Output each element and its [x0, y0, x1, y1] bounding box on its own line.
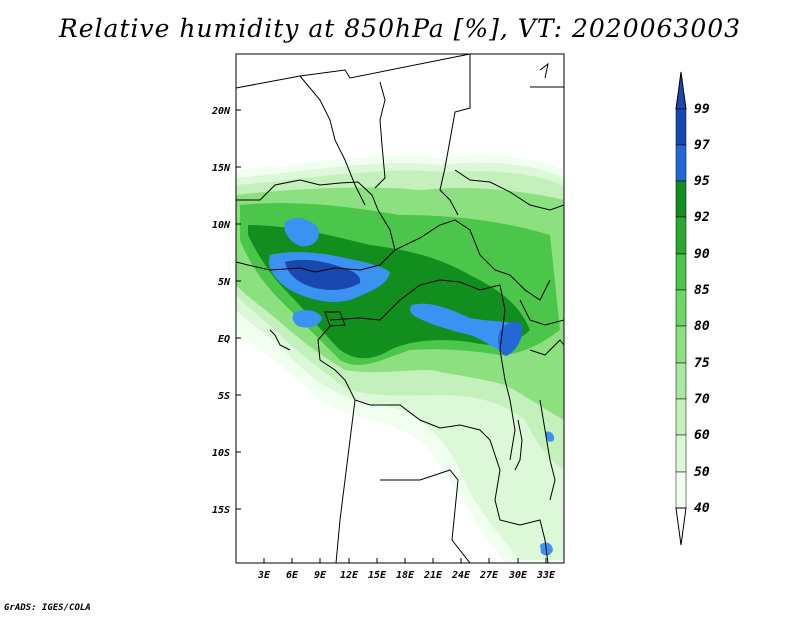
map-panel: 20N 15N 10N 5N EQ 5S 10S 15S 3E 6E 9E 12… — [211, 53, 565, 581]
colorbar-bottom-arrow — [675, 507, 687, 546]
colorbar-swatch-60 — [675, 434, 687, 473]
lat-label-5s: 5S — [218, 391, 230, 402]
colorbar-swatch-75 — [675, 362, 687, 400]
lat-label-10s: 10S — [212, 448, 230, 459]
grads-credit: GrADS: IGES/COLA — [4, 603, 91, 613]
colorbar-label-90: 90 — [694, 247, 710, 262]
latitude-axis: 20N 15N 10N 5N EQ 5S 10S 15S — [211, 106, 241, 516]
lon-label-15e: 15E — [368, 570, 387, 581]
colorbar-swatch-95 — [675, 180, 687, 218]
lon-label-9e: 9E — [314, 570, 327, 581]
colorbar-label-97: 97 — [694, 138, 710, 153]
rh-shade-95-gabon — [292, 310, 322, 328]
lon-label-6e: 6E — [286, 570, 299, 581]
colorbar: 99 97 95 92 90 85 80 75 70 60 50 40 — [675, 71, 710, 546]
colorbar-label-60: 60 — [694, 428, 710, 443]
rh-shade-95-lake-malawi — [545, 431, 555, 442]
lat-label-10n: 10N — [212, 220, 231, 231]
colorbar-label-75: 75 — [694, 356, 710, 371]
longitude-axis: 3E 6E 9E 12E 15E 18E 21E 24E 27E 30E 33E — [257, 558, 556, 581]
colorbar-swatch-99 — [675, 108, 687, 146]
colorbar-swatch-80 — [675, 325, 687, 364]
colorbar-swatch-85 — [675, 289, 687, 327]
lon-label-21e: 21E — [423, 570, 443, 581]
lon-label-30e: 30E — [508, 570, 528, 581]
colorbar-label-40: 40 — [694, 501, 710, 516]
lat-label-5n: 5N — [218, 277, 231, 288]
country-borders — [236, 54, 564, 563]
colorbar-swatch-50 — [675, 471, 687, 509]
map-frame — [235, 53, 565, 564]
colorbar-label-95: 95 — [694, 174, 710, 189]
lon-label-33e: 33E — [536, 570, 556, 581]
colorbar-swatch-90 — [675, 253, 687, 291]
lat-label-eq: EQ — [218, 334, 230, 345]
humidity-fill — [236, 155, 564, 563]
colorbar-top-arrow — [675, 71, 687, 110]
lat-label-15s: 15S — [212, 505, 230, 516]
colorbar-label-92: 92 — [694, 210, 710, 225]
lon-label-12e: 12E — [340, 570, 359, 581]
colorbar-label-99: 99 — [694, 102, 710, 117]
lon-label-18e: 18E — [396, 570, 415, 581]
colorbar-label-70: 70 — [694, 392, 710, 407]
lon-label-3e: 3E — [257, 570, 271, 581]
colorbar-swatch-92 — [675, 216, 687, 255]
rh-shade-99-west — [285, 259, 361, 291]
colorbar-label-50: 50 — [694, 465, 710, 480]
rh-shade-97-lakes — [498, 321, 523, 356]
rh-shade-95-east — [410, 303, 517, 352]
colorbar-swatch-70 — [675, 398, 687, 436]
colorbar-swatch-97 — [675, 144, 687, 182]
colorbar-label-85: 85 — [694, 283, 710, 298]
lat-label-15n: 15N — [212, 163, 231, 174]
colorbar-label-80: 80 — [694, 319, 710, 334]
lon-label-24e: 24E — [451, 570, 471, 581]
lon-label-27e: 27E — [479, 570, 499, 581]
lat-label-20n: 20N — [211, 106, 231, 117]
map-title: Relative humidity at 850hPa [%], VT: 202… — [58, 14, 742, 43]
rh-shade-95-north — [284, 218, 319, 247]
